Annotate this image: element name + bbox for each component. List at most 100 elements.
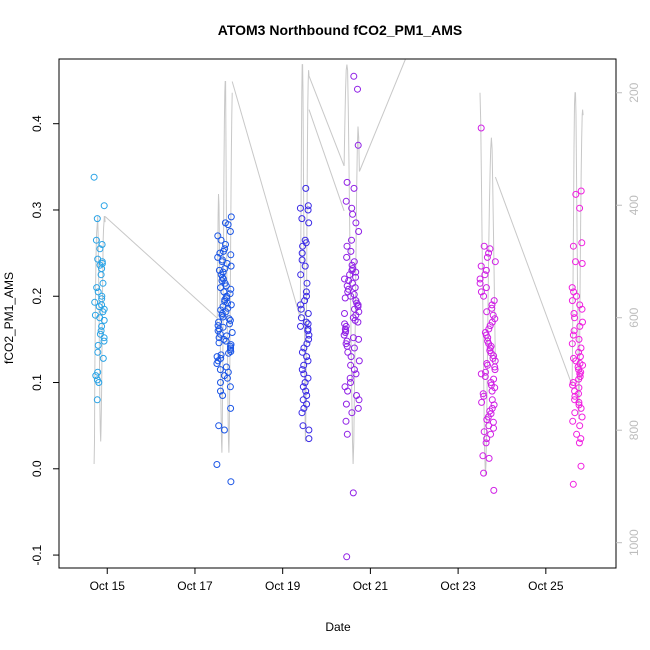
data-point-flight3: [305, 426, 313, 434]
data-point-flight4: [343, 178, 351, 186]
data-point-flight4: [352, 268, 360, 276]
data-point-flight2: [227, 285, 235, 293]
data-point-flight6: [576, 353, 584, 361]
data-point-flight3: [297, 305, 305, 313]
data-point-flight5: [482, 266, 490, 274]
data-point-flight3: [297, 322, 304, 330]
data-point-flight4: [350, 72, 358, 80]
data-point-flight1: [99, 279, 107, 287]
right-tick-label: 200: [627, 82, 641, 102]
data-point-flight4: [347, 247, 355, 255]
data-point-flight2: [224, 304, 232, 312]
data-point-flight4: [343, 553, 351, 561]
data-point-flight5: [477, 124, 485, 132]
data-point-flight6: [575, 398, 583, 406]
data-point-flight1: [97, 327, 105, 335]
x-tick-label: Oct 19: [265, 579, 301, 593]
data-point-flight4: [348, 236, 355, 244]
data-point-flight5: [478, 398, 486, 406]
data-point-flight2: [224, 299, 231, 307]
data-point-flight6: [575, 439, 583, 447]
data-point-flight2: [219, 392, 227, 399]
data-point-flight1: [96, 245, 104, 253]
data-point-flight2: [227, 213, 235, 221]
data-point-flight4: [348, 261, 356, 269]
data-point-flight5: [480, 292, 488, 300]
data-point-flight2: [213, 353, 221, 361]
data-point-flight5: [489, 311, 497, 319]
data-point-flight5: [491, 258, 499, 266]
data-point-flight1: [100, 316, 108, 324]
data-point-flight6: [575, 375, 583, 383]
data-point-flight6: [571, 409, 579, 417]
data-point-flight5: [485, 454, 493, 462]
data-point-flight5: [479, 390, 487, 398]
data-point-flight4: [352, 370, 360, 378]
data-point-flight2: [214, 232, 222, 240]
data-point-flight1: [95, 379, 103, 386]
data-point-flight3: [305, 331, 313, 339]
data-point-flight2: [227, 251, 235, 259]
data-point-flight1: [93, 215, 101, 223]
data-point-flight1: [98, 322, 106, 330]
y-tick-label: -0.1: [30, 544, 44, 565]
data-point-flight6: [578, 260, 586, 267]
data-point-flight1: [98, 241, 106, 248]
data-point-flight6: [577, 435, 585, 443]
data-point-flight4: [355, 228, 363, 235]
data-point-flight4: [353, 299, 361, 307]
data-point-flight6: [571, 392, 579, 400]
data-point-flight3: [299, 242, 307, 250]
data-point-flight5: [488, 318, 496, 326]
data-point-flight3: [304, 206, 312, 214]
data-point-flight3: [297, 271, 305, 279]
data-point-flight1: [90, 173, 98, 181]
chart-title: ATOM3 Northbound fCO2_PM1_AMS: [218, 22, 463, 38]
data-point-flight2: [216, 249, 224, 257]
data-point-flight6: [578, 239, 586, 247]
data-point-flight5: [476, 279, 484, 287]
data-point-flight1: [94, 368, 102, 376]
data-point-flight4: [341, 294, 349, 302]
data-point-flight4: [354, 318, 362, 326]
data-point-flight3: [298, 256, 306, 264]
data-point-flight2: [215, 339, 223, 347]
y-tick-label: 0.2: [30, 288, 44, 305]
data-point-flight2: [219, 275, 227, 283]
data-point-flight5: [488, 304, 496, 312]
data-point-flight3: [298, 348, 306, 356]
y-axis: -0.1 0.0 0.1 0.2 0.3 0.4: [30, 115, 59, 565]
data-point-flight2: [218, 258, 226, 266]
data-point-flight3: [298, 249, 306, 257]
data-point-flight4: [343, 430, 351, 438]
data-point-flight2: [225, 315, 233, 323]
data-point-flight4: [343, 253, 351, 261]
data-point-flight2: [217, 379, 224, 386]
data-point-flight6: [568, 284, 576, 292]
data-point-flight5: [477, 288, 485, 296]
altitude-trace-flight4: [343, 64, 360, 465]
data-point-flight6: [573, 292, 580, 300]
data-point-flight2: [215, 325, 223, 333]
right-tick-label: 600: [627, 307, 641, 327]
y-axis-label: fCO2_PM1_AMS: [2, 272, 16, 364]
data-point-flight6: [569, 242, 577, 250]
data-point-flight2: [213, 360, 221, 367]
data-point-flight2: [222, 241, 229, 248]
data-point-flight4: [355, 357, 363, 365]
data-point-flight5: [480, 428, 488, 436]
data-point-flight2: [217, 284, 224, 292]
data-point-flight6: [577, 404, 585, 412]
data-point-flight5: [483, 253, 491, 261]
data-point-flight1: [100, 202, 108, 210]
data-point-flight6: [569, 381, 577, 389]
data-point-flight2: [228, 329, 236, 336]
data-point-flight3: [304, 202, 312, 210]
data-point-flight5: [491, 363, 499, 371]
right-axis: 200 400 600 800 1000: [616, 82, 641, 556]
altitude-connector-4: [308, 109, 345, 212]
data-point-flight1: [99, 354, 107, 362]
data-point-flight1: [96, 330, 104, 338]
data-point-flight4: [349, 489, 357, 497]
